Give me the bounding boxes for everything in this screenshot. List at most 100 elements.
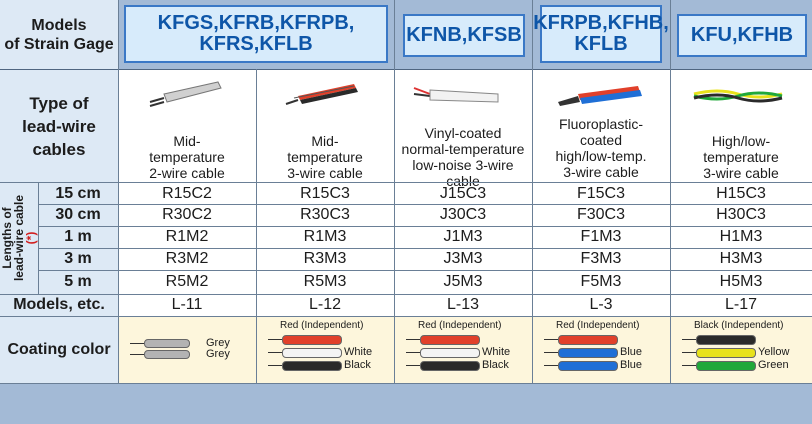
- grid-line: [256, 69, 257, 383]
- wire-color-swatch: [696, 361, 756, 371]
- length-code-cell: H5M3: [719, 273, 763, 290]
- grid-line: [0, 294, 812, 295]
- length-code-cell: H15C3: [716, 184, 766, 202]
- wire-color-swatch: [420, 335, 480, 345]
- coating-top-label: Red (Independent): [556, 320, 640, 331]
- length-code-cell: F5M3: [580, 273, 622, 290]
- model-code-cell: L-13: [446, 296, 480, 313]
- cable-type-col5: High/low- temperature 3-wire cable: [703, 133, 779, 181]
- wire-lead: [130, 354, 144, 355]
- wire-color-swatch: [558, 335, 618, 345]
- coating-top-label: Red (Independent): [280, 320, 364, 331]
- coating-top-label: Black (Independent): [694, 320, 784, 331]
- type-of-lead-wire-label: Type of lead-wire cables: [0, 70, 118, 182]
- length-code-cell: J30C3: [439, 206, 487, 223]
- wire-lead: [268, 352, 282, 353]
- grid-line: [0, 316, 812, 317]
- length-code-cell: H3M3: [719, 250, 763, 267]
- wire-color-swatch: [558, 361, 618, 371]
- length-code-cell: R3M3: [303, 250, 347, 267]
- model-header-col4: KFU,KFHB: [677, 14, 807, 57]
- wire-color-label: Green: [758, 359, 789, 371]
- wire-lead: [544, 339, 558, 340]
- length-code-cell: R15C2: [162, 184, 212, 202]
- wire-lead: [268, 339, 282, 340]
- models-etc-label: Models, etc.: [0, 294, 118, 316]
- wire-lead: [406, 339, 420, 340]
- wire-color-swatch: [282, 335, 342, 345]
- cable-type-col4: Fluoroplastic- coated high/low-temp. 3-w…: [555, 116, 647, 180]
- coating-top-label: Red (Independent): [418, 320, 502, 331]
- wire-color-label: Blue: [620, 359, 643, 371]
- length-code-cell: F1M3: [580, 228, 622, 245]
- model-header-col2: KFNB,KFSB: [403, 14, 525, 57]
- grey-2-wire-cable-icon: [149, 81, 222, 107]
- wire-lead: [544, 365, 558, 366]
- models-of-strain-gage-header: Models of Strain Gage: [0, 0, 118, 69]
- grid-line: [118, 0, 119, 383]
- model-code-cell: L-11: [171, 296, 203, 313]
- wire-color-swatch: [696, 348, 756, 358]
- wire-lead: [682, 365, 696, 366]
- model-code-cell: L-17: [724, 296, 758, 313]
- cable-type-col2: Mid- temperature 3-wire cable: [287, 133, 363, 181]
- length-code-cell: H1M3: [719, 228, 763, 245]
- wire-color-swatch: [558, 348, 618, 358]
- length-label-30cm: 30 cm: [38, 204, 118, 226]
- wire-color-swatch: [696, 335, 756, 345]
- length-code-cell: R3M2: [165, 250, 209, 267]
- wire-color-swatch: [420, 361, 480, 371]
- grid-line: [38, 226, 812, 227]
- wire-lead: [544, 352, 558, 353]
- wire-color-label: Yellow: [758, 346, 790, 358]
- grid-line: [0, 383, 812, 384]
- wire-color-label: White: [344, 346, 373, 358]
- wire-color-swatch: [144, 339, 190, 348]
- red-white-black-cable-icon: [285, 84, 358, 105]
- wire-lead: [406, 352, 420, 353]
- length-code-cell: R5M3: [303, 273, 347, 290]
- length-code-cell: R15C3: [300, 184, 350, 202]
- wire-color-label: Black: [344, 359, 371, 371]
- wire-lead: [130, 343, 144, 344]
- length-label-5m: 5 m: [38, 270, 118, 294]
- lengths-label-box: [0, 183, 38, 294]
- wire-color-swatch: [282, 361, 342, 371]
- wire-lead: [682, 339, 696, 340]
- wire-color-swatch: [144, 350, 190, 359]
- length-code-cell: J15C3: [439, 184, 487, 202]
- length-code-cell: J3M3: [443, 250, 483, 267]
- wire-color-label: White: [482, 346, 511, 358]
- wire-color-label: Grey: [206, 337, 230, 349]
- wire-color-label: Black: [482, 359, 509, 371]
- model-code-cell: L-12: [308, 296, 342, 313]
- length-code-cell: F30C3: [576, 206, 626, 223]
- length-label-15cm: 15 cm: [38, 183, 118, 204]
- black-yellow-green-cable-icon: [693, 89, 783, 103]
- length-code-cell: H30C3: [716, 206, 766, 223]
- wire-lead: [268, 365, 282, 366]
- model-code-cell: L-3: [589, 296, 613, 313]
- wire-color-label: Blue: [620, 346, 643, 358]
- model-header-col1: KFGS,KFRB,KFRPB, KFRS,KFLB: [124, 5, 388, 63]
- grid-line: [532, 0, 533, 383]
- length-code-cell: F3M3: [580, 250, 622, 267]
- length-label-3m: 3 m: [38, 248, 118, 270]
- red-blue-blue-cable-icon: [558, 86, 642, 106]
- grid-line: [0, 69, 812, 70]
- length-code-cell: R1M2: [165, 228, 209, 245]
- length-code-cell: J1M3: [443, 228, 483, 245]
- length-code-cell: F15C3: [576, 184, 626, 202]
- wire-color-swatch: [420, 348, 480, 358]
- wire-color-label: Grey: [206, 348, 230, 360]
- grid-line: [38, 204, 812, 205]
- length-code-cell: R30C2: [162, 206, 212, 223]
- length-code-cell: R5M2: [165, 273, 209, 290]
- wire-lead: [682, 352, 696, 353]
- length-code-cell: J5M3: [443, 273, 483, 290]
- white-vinyl-cable-icon: [413, 87, 499, 103]
- grid-line: [38, 270, 812, 271]
- length-code-cell: R1M3: [303, 228, 347, 245]
- wire-lead: [406, 365, 420, 366]
- grid-line: [670, 0, 671, 383]
